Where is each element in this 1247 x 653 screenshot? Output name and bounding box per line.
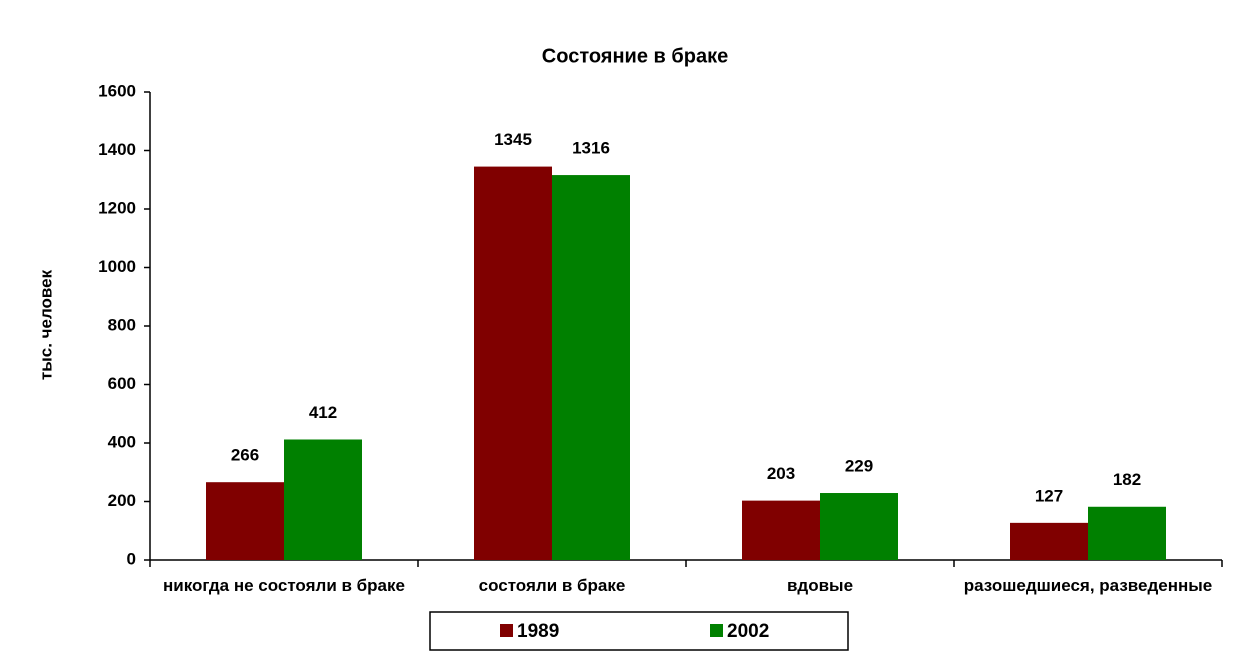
data-label: 1316 <box>572 139 610 158</box>
y-tick-label: 200 <box>108 491 136 510</box>
bar <box>206 482 284 560</box>
y-tick-label: 1400 <box>98 140 136 159</box>
bar <box>820 493 898 560</box>
data-label: 182 <box>1113 470 1141 489</box>
bar <box>284 439 362 560</box>
chart-title: Состояние в браке <box>542 45 728 67</box>
y-tick-label: 800 <box>108 315 136 334</box>
y-tick-label: 1200 <box>98 198 136 217</box>
x-tick-label: вдовые <box>786 576 854 595</box>
bar <box>1088 506 1166 560</box>
x-tick-label: разошедшиеся, разведенные <box>963 576 1213 595</box>
data-label: 203 <box>767 464 795 483</box>
y-tick-label: 600 <box>108 374 136 393</box>
bar <box>742 500 820 560</box>
data-label: 412 <box>309 403 337 422</box>
legend-label: 2002 <box>727 621 769 642</box>
legend-label: 1989 <box>517 621 559 642</box>
legend-swatch <box>710 624 723 637</box>
y-tick-label: 400 <box>108 432 136 451</box>
data-label: 229 <box>845 457 873 476</box>
y-axis-label: тыс. человек <box>36 269 55 380</box>
x-tick-label: состояли в браке <box>478 576 626 595</box>
y-tick-label: 0 <box>127 549 136 568</box>
y-tick-label: 1000 <box>98 257 136 276</box>
data-label: 127 <box>1035 486 1063 505</box>
legend-swatch <box>500 624 513 637</box>
data-label: 266 <box>231 446 259 465</box>
x-tick-label: никогда не состояли в браке <box>163 576 405 595</box>
bar <box>1010 522 1088 560</box>
data-label: 1345 <box>494 130 532 149</box>
legend-box <box>429 611 849 651</box>
bar <box>474 166 552 560</box>
bar <box>552 175 630 560</box>
y-tick-label: 1600 <box>98 81 136 100</box>
